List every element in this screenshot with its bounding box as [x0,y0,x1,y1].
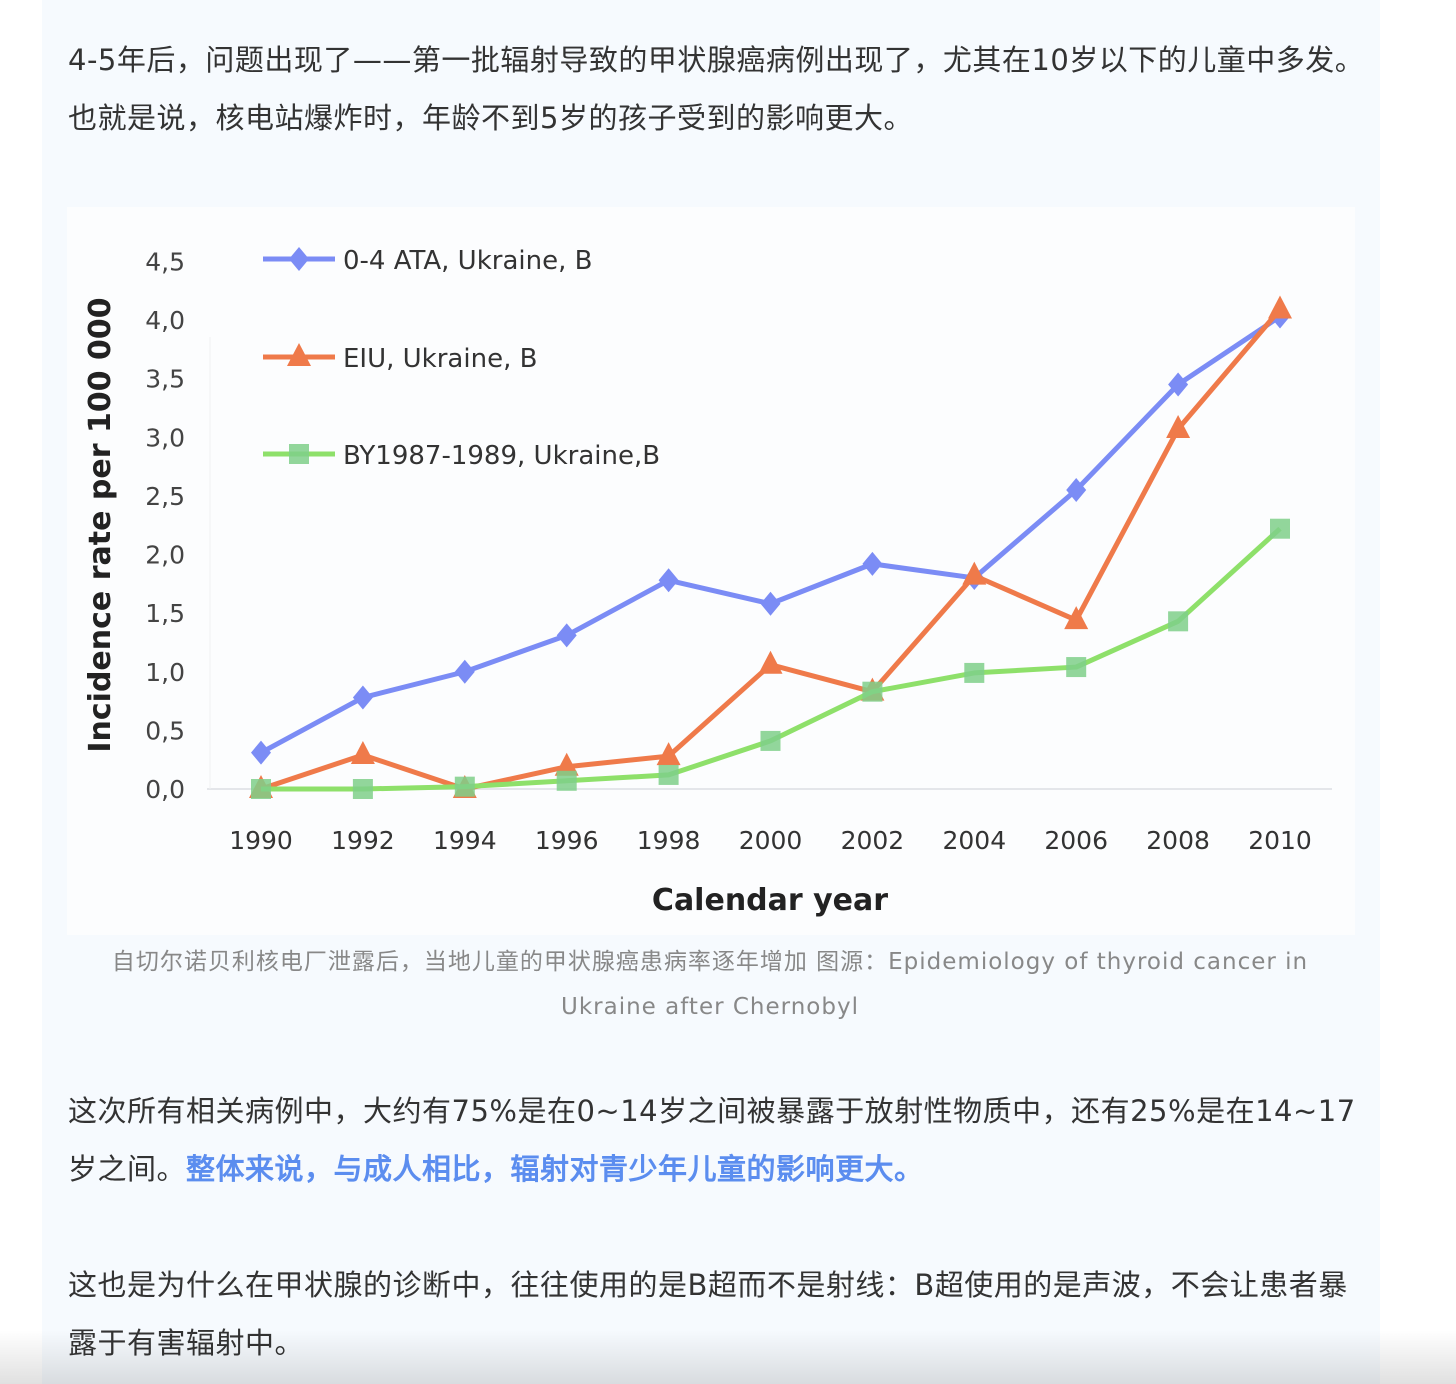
data-point-series-0 [352,685,373,710]
paragraph-2-highlight: 整体来说，与成人相比，辐射对青少年儿童的影响更大。 [186,1152,924,1186]
x-tick-label: 2010 [1248,826,1312,855]
x-tick-label: 2002 [841,826,905,855]
y-tick-label: 3,5 [145,365,185,394]
data-point-series-2 [556,770,577,791]
y-tick-label: 0,5 [145,716,185,745]
data-point-series-0 [556,623,577,648]
data-point-series-1 [962,561,987,585]
y-tick-label: 1,0 [145,658,185,687]
data-point-series-2 [1168,611,1189,632]
data-point-series-2 [454,776,475,797]
bottom-fade [0,1330,1456,1384]
data-point-series-0 [1168,372,1189,397]
data-point-series-1 [1166,415,1191,439]
legend-label-1: EIU, Ukraine, B [343,344,537,374]
y-tick-label: 2,5 [145,482,185,511]
data-point-series-2 [658,764,679,785]
x-tick-label: 1996 [535,826,599,855]
data-point-series-2 [964,662,985,683]
paragraph-2: 这次所有相关病例中，大约有75%是在0~14岁之间被暴露于放射性物质中，还有25… [68,1082,1368,1198]
legend-marker-1 [287,343,311,366]
data-point-series-0 [760,591,781,616]
x-tick-label: 2004 [942,826,1006,855]
data-point-series-1 [758,650,783,674]
x-tick-label: 1992 [331,826,395,855]
chart-figure: 0,0 0,5 1,0 1,5 2,0 2,5 3,0 3,5 4,0 4,5 1990 1992 19… [67,207,1355,935]
data-point-series-2 [760,730,781,751]
x-tick-label: 1994 [433,826,497,855]
x-axis-title: Calendar year [652,883,888,918]
x-tick-label: 1990 [229,826,293,855]
series-line-1 [260,307,1282,792]
y-axis-title: Incidence rate per 100 000 [83,297,118,752]
legend-marker-0 [289,247,309,271]
paragraph-2-text: 这次所有相关病例中，大约有75%是在0~14岁之间被暴露于放射性物质中，还有25… [68,1094,1356,1186]
data-point-series-1 [1268,295,1292,319]
x-tick-label: 2006 [1044,826,1108,855]
data-point-series-0 [251,740,271,765]
x-tick-label: 2000 [739,826,803,855]
data-point-series-1 [1064,606,1089,630]
data-point-series-0 [658,568,679,593]
data-point-series-1 [656,742,681,766]
legend-label-2: BY1987-1989, Ukraine,B [343,441,660,471]
data-point-series-2 [1270,518,1290,539]
series-line-0 [259,314,1282,755]
data-point-series-2 [352,779,373,799]
data-point-series-2 [862,681,883,702]
paragraph-1: 4-5年后，问题出现了——第一批辐射导致的甲状腺癌病例出现了，尤其在10岁以下的… [68,43,1365,135]
data-point-series-1 [350,740,375,764]
data-point-series-0 [454,659,475,684]
legend-marker-2 [289,444,309,464]
y-tick-label: 4,5 [145,247,185,276]
x-tick-label: 2008 [1146,826,1210,855]
data-point-series-2 [251,779,271,799]
paragraph-3: 这也是为什么在甲状腺的诊断中，往往使用的是B超而不是射线：B超使用的是声波，不会… [68,1268,1348,1360]
data-point-series-0 [1066,478,1087,503]
y-tick-label: 1,5 [145,599,185,628]
legend-label-0: 0-4 ATA, Ukraine, B [343,246,592,276]
data-point-series-2 [1066,657,1087,678]
y-tick-label: 0,0 [145,775,185,804]
line-chart: 0,0 0,5 1,0 1,5 2,0 2,5 3,0 3,5 4,0 4,5 1990 1992 19… [83,246,1332,918]
y-tick-label: 4,0 [145,306,185,335]
x-tick-label: 1998 [637,826,701,855]
data-point-series-1 [554,752,579,776]
figure-caption: 自切尔诺贝利核电厂泄露后，当地儿童的甲状腺癌患病率逐年增加 图源：Epidemi… [111,949,1309,1020]
data-point-series-0 [862,551,883,576]
y-tick-label: 3,0 [145,423,185,452]
y-tick-label: 2,0 [145,541,185,570]
